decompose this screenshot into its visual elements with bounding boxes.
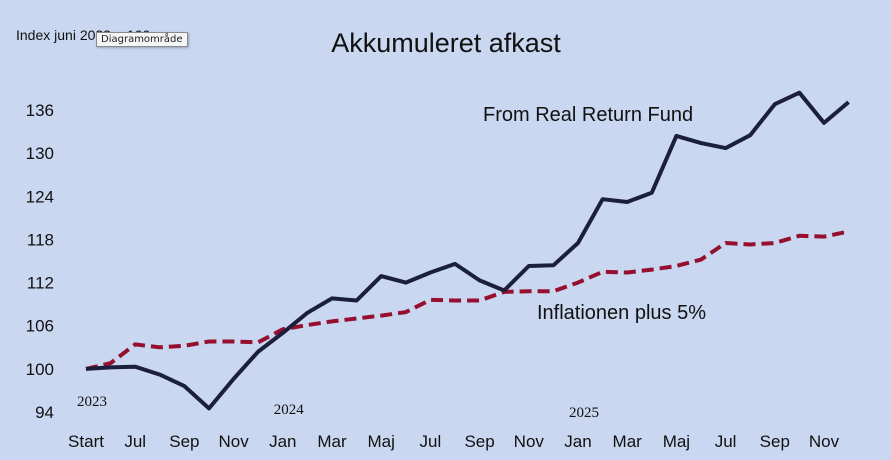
x-tick-label: Jan bbox=[564, 432, 591, 451]
y-tick-label: 118 bbox=[27, 230, 54, 249]
x-tick-label: Start bbox=[68, 432, 104, 451]
x-tick-label: Jul bbox=[715, 432, 737, 451]
year-label: 2024 bbox=[274, 402, 305, 418]
y-tick-label: 106 bbox=[26, 317, 54, 336]
year-label: 2023 bbox=[77, 394, 107, 410]
x-tick-label: Jul bbox=[420, 432, 442, 451]
series-label-fund: From Real Return Fund bbox=[483, 104, 693, 126]
x-tick-label: Mar bbox=[317, 432, 347, 451]
x-tick-label: Maj bbox=[367, 432, 394, 451]
x-tick-label: Sep bbox=[169, 432, 199, 451]
series-lines bbox=[85, 90, 850, 411]
x-tick-label: Sep bbox=[464, 432, 494, 451]
x-tick-label: Nov bbox=[514, 432, 545, 451]
x-tick-label: Nov bbox=[809, 432, 840, 451]
y-tick-label: 136 bbox=[26, 101, 54, 120]
series-line-inflation bbox=[85, 229, 850, 371]
y-tick-label: 130 bbox=[26, 144, 54, 163]
chart-title: Akkumuleret afkast bbox=[331, 28, 561, 58]
x-tick-label: Jan bbox=[269, 432, 296, 451]
x-tick-label: Maj bbox=[663, 432, 690, 451]
x-axis: Start Jul Sep Nov Jan Mar Maj Jul Sep Nov Jan Mar Ma… bbox=[68, 432, 840, 451]
chart-area-tooltip: Diagramområde bbox=[96, 32, 188, 47]
series-line-fund bbox=[85, 90, 850, 411]
x-tick-label: Sep bbox=[760, 432, 790, 451]
x-tick-label: Mar bbox=[613, 432, 643, 451]
y-tick-label: 94 bbox=[35, 403, 54, 422]
year-label: 2025 bbox=[569, 405, 599, 421]
year-labels: 2023 2024 2025 bbox=[77, 394, 599, 421]
y-tick-label: 100 bbox=[26, 360, 54, 379]
x-tick-label: Jul bbox=[124, 432, 146, 451]
y-tick-label: 124 bbox=[26, 187, 54, 206]
y-axis: 94 100 106 112 118 124 130 136 bbox=[26, 101, 54, 422]
y-tick-label: 112 bbox=[27, 274, 54, 293]
x-tick-label: Nov bbox=[218, 432, 249, 451]
series-label-inflation: Inflationen plus 5% bbox=[537, 302, 706, 324]
